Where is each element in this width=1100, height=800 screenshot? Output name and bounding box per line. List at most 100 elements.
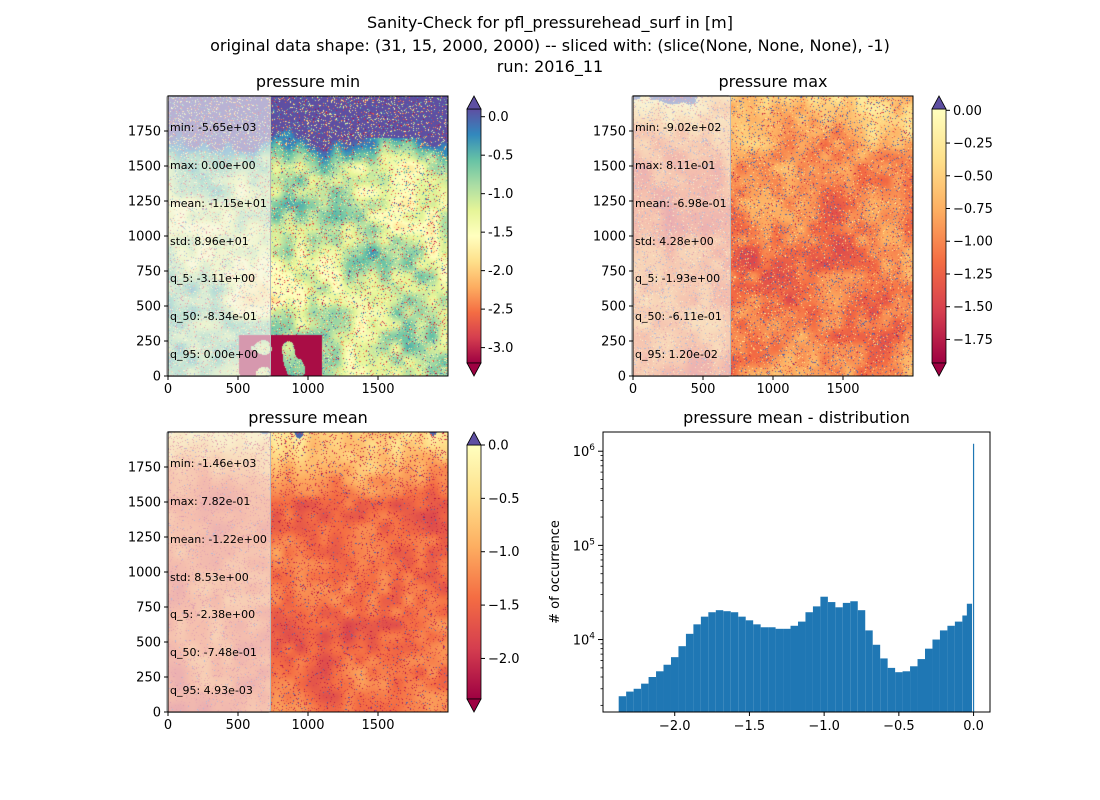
hist-y-tick-label: 106	[573, 443, 596, 460]
stat-line: q_95: 1.20e-02	[635, 347, 718, 361]
map-frame	[167, 95, 449, 377]
hist-y-tick-label: 105	[573, 537, 595, 554]
y-tick-label: 750	[136, 265, 161, 280]
y-tick-label: 0	[153, 370, 161, 385]
x-tick-label: 1500	[361, 718, 394, 733]
histogram-bar	[663, 664, 671, 712]
colorbar-tick-label: −2.0	[488, 652, 520, 667]
histogram-bar	[954, 621, 963, 712]
histogram-bar	[872, 644, 881, 712]
colorbar-tick-label: −1.50	[953, 300, 993, 315]
pressure-max-stats-box: min: -9.02e+02 max: 8.11e-01 mean: -6.98…	[631, 95, 731, 378]
histogram-bar	[812, 606, 821, 712]
colorbar-tick-label: −1.75	[953, 333, 993, 348]
histogram-bar	[966, 603, 973, 712]
histogram-title: pressure mean - distribution	[683, 408, 910, 427]
histogram-bar	[790, 625, 798, 712]
histogram-bar	[910, 666, 918, 712]
x-tick-label: 500	[226, 718, 251, 733]
stat-line: min: -9.02e+02	[635, 121, 722, 135]
x-tick-label: 500	[226, 382, 251, 397]
stat-line: std: 4.28e+00	[635, 234, 714, 248]
stat-line: max: 0.00e+00	[170, 158, 256, 172]
y-tick-label: 750	[136, 601, 161, 616]
colorbar-tick-label: -0.5	[488, 149, 513, 164]
stat-line: q_5: -1.93e+00	[635, 272, 721, 286]
figure-title-line-1: Sanity-Check for pfl_pressurehead_surf i…	[367, 13, 733, 32]
histogram-bar	[895, 672, 903, 712]
colorbar-tick-label: −1.5	[488, 599, 520, 614]
stat-line: mean: -1.15e+01	[170, 196, 267, 210]
hist-x-tick-label: −0.5	[883, 719, 915, 734]
histogram-bar	[880, 658, 888, 712]
map-frame	[167, 431, 449, 713]
histogram-bar	[902, 671, 911, 712]
figure-title-line-3: run: 2016_11	[496, 57, 604, 76]
histogram-bar	[738, 616, 746, 712]
colorbar-tick-label: 0.00	[953, 104, 982, 119]
colorbar-tick-label: −0.75	[953, 202, 993, 217]
y-tick-label: 1250	[128, 195, 161, 210]
panel-title-pressure-min: pressure min	[255, 72, 361, 91]
histogram-bar	[962, 615, 970, 712]
histogram-bar	[932, 639, 940, 712]
x-tick-label: 0	[629, 382, 637, 397]
x-tick-label: 1500	[826, 382, 859, 397]
histogram-bar	[865, 630, 873, 712]
stat-line: min: -5.65e+03	[170, 121, 257, 135]
stat-line: max: 7.82e-01	[170, 494, 251, 508]
histogram-bar	[842, 602, 851, 712]
histogram-bar	[730, 612, 739, 712]
colorbar-tick-label: -2.5	[488, 303, 513, 318]
stat-line: q_50: -7.48e-01	[170, 646, 257, 660]
y-tick-label: 500	[136, 636, 161, 651]
histogram-frame	[602, 431, 991, 713]
y-tick-label: 1000	[128, 230, 161, 245]
map-frame	[632, 95, 914, 377]
panel-title-pressure-mean: pressure mean	[248, 408, 368, 427]
y-tick-label: 1750	[128, 461, 161, 476]
histogram-bar	[685, 633, 694, 712]
y-tick-label: 1500	[128, 496, 161, 511]
stat-line: mean: -1.22e+00	[170, 532, 267, 546]
y-tick-label: 1000	[593, 230, 626, 245]
histogram-ylabel: # of occurrence	[548, 520, 563, 624]
x-tick-label: 1000	[756, 382, 789, 397]
histogram-bar	[939, 630, 948, 712]
colorbar-tick-label: −1.00	[953, 235, 993, 250]
histogram-bar	[693, 624, 701, 712]
hist-x-tick-label: −2.0	[659, 719, 691, 734]
y-tick-label: 1000	[128, 566, 161, 581]
histogram-bar	[723, 611, 731, 712]
histogram-bar	[670, 657, 679, 712]
colorbar-tick-label: -3.0	[488, 341, 513, 356]
axes-layer: 0 500 1000 1500 0 250 500 750 1000 1250 1500 1750 0 5…	[128, 95, 993, 733]
histogram-bar	[947, 625, 955, 712]
histogram-bar	[797, 621, 806, 712]
stat-line: q_50: -6.11e-01	[635, 310, 722, 324]
y-tick-label: 250	[136, 335, 161, 350]
histogram-bar	[857, 610, 866, 712]
pressure-min-stats-box: min: -5.65e+03 max: 0.00e+00 mean: -1.15…	[166, 95, 271, 378]
colorbar-tick-label: 0.0	[488, 110, 509, 125]
histogram-bar	[641, 683, 649, 712]
histogram-bar	[827, 602, 836, 712]
histogram-bar	[805, 612, 813, 712]
y-tick-label: 1750	[593, 125, 626, 140]
histogram-bar	[820, 596, 828, 712]
stat-line: min: -1.46e+03	[170, 457, 257, 471]
colorbar-extend-bottom	[931, 362, 947, 377]
y-tick-label: 0	[153, 706, 161, 721]
histogram-bar	[753, 624, 761, 712]
y-tick-label: 1250	[593, 195, 626, 210]
stat-line: q_50: -8.34e-01	[170, 310, 257, 324]
stat-line: q_95: 0.00e+00	[170, 347, 259, 361]
hist-x-tick-label: −1.0	[808, 719, 840, 734]
x-tick-label: 1500	[361, 382, 394, 397]
histogram-bar	[626, 691, 634, 712]
stat-line: q_5: -2.38e+00	[170, 608, 256, 622]
stat-line: max: 8.11e-01	[635, 158, 716, 172]
colorbar-tick-label: −1.0	[488, 545, 520, 560]
colorbar-tick-label: -1.5	[488, 226, 513, 241]
